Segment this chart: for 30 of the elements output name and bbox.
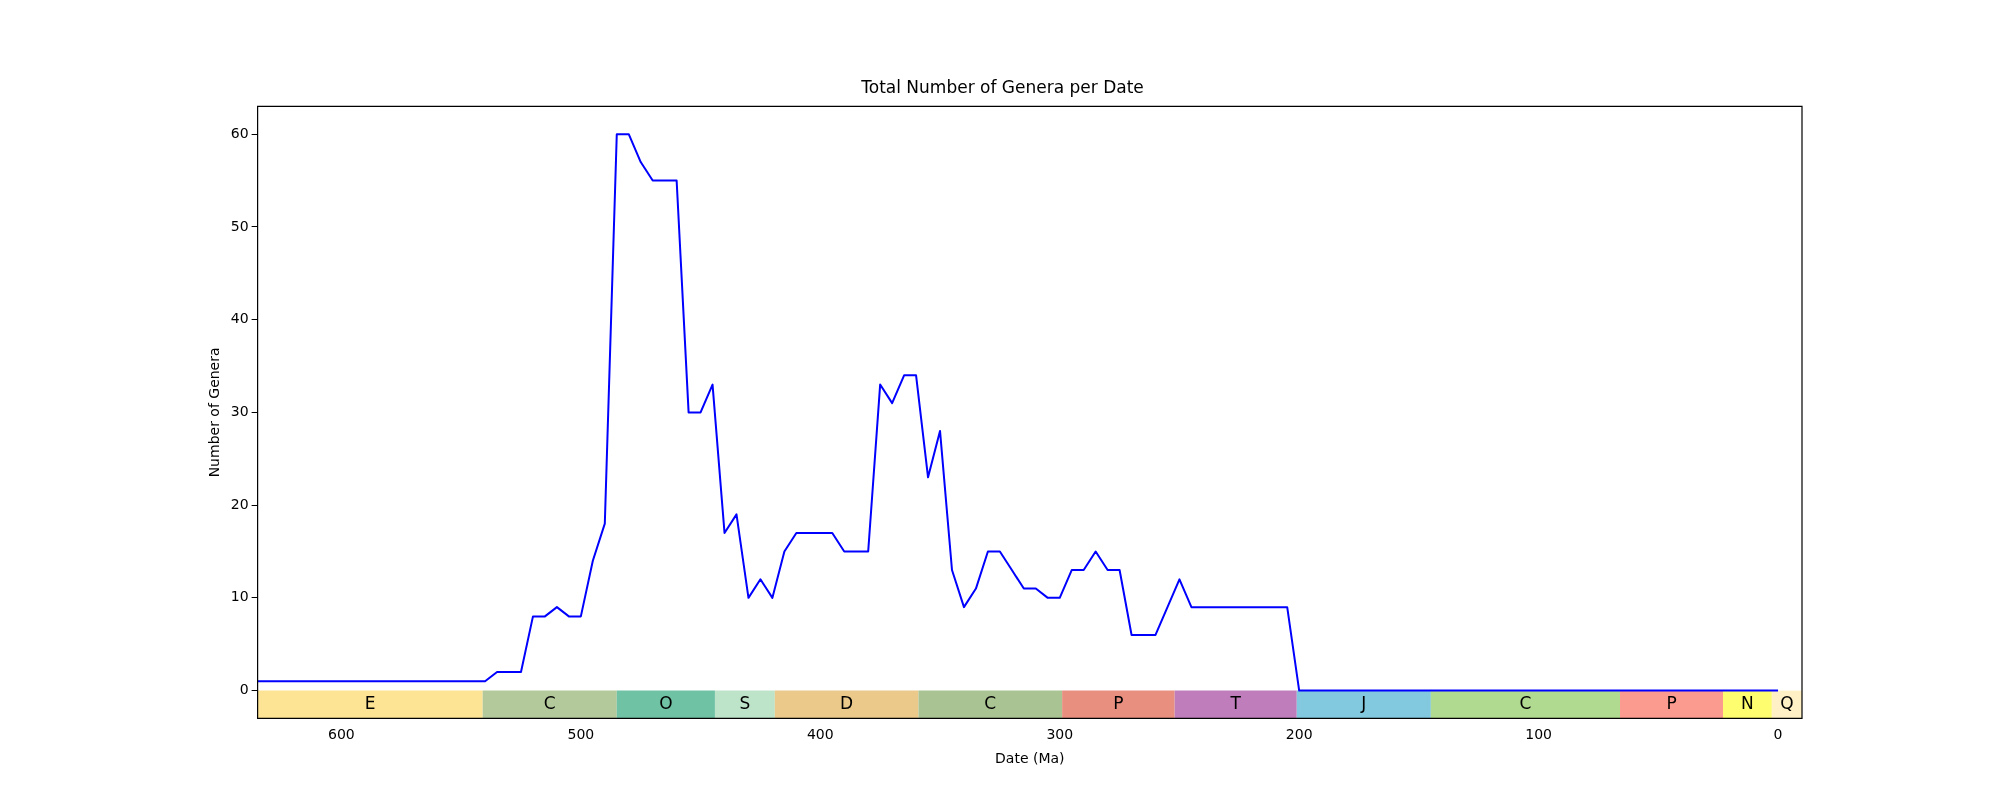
chart-title: Total Number of Genera per Date xyxy=(860,76,1144,97)
y-tick-label: 20 xyxy=(230,495,249,512)
band-label: P xyxy=(1113,692,1124,713)
band-label: Q xyxy=(1780,692,1794,713)
x-tick-label: 100 xyxy=(1525,726,1552,743)
x-tick-label: 400 xyxy=(806,726,834,743)
band-label: C xyxy=(984,692,997,713)
band-label: D xyxy=(840,692,854,713)
x-axis-title: Date (Ma) xyxy=(995,750,1065,767)
band-label: C xyxy=(1519,692,1532,713)
band-label: C xyxy=(543,692,556,713)
y-tick-label: 10 xyxy=(230,588,249,605)
band-label: N xyxy=(1741,692,1754,713)
y-tick-label: 60 xyxy=(230,124,249,141)
band-label: P xyxy=(1666,692,1677,713)
band-label: S xyxy=(739,692,751,713)
x-tick-label: 500 xyxy=(567,726,595,743)
band-label: T xyxy=(1229,692,1242,713)
x-tick-label: 300 xyxy=(1046,726,1074,743)
y-axis-title: Number of Genera xyxy=(206,347,223,478)
x-tick-label: 200 xyxy=(1285,726,1313,743)
y-tick-label: 0 xyxy=(239,681,249,698)
x-tick-label: 0 xyxy=(1773,726,1783,743)
band-label: J xyxy=(1360,692,1367,713)
y-tick-label: 40 xyxy=(230,310,249,327)
y-tick-label: 30 xyxy=(230,403,249,420)
y-tick-label: 50 xyxy=(230,217,249,234)
band-label: O xyxy=(659,692,673,713)
band-label: E xyxy=(364,692,376,713)
x-tick-label: 600 xyxy=(328,726,355,743)
